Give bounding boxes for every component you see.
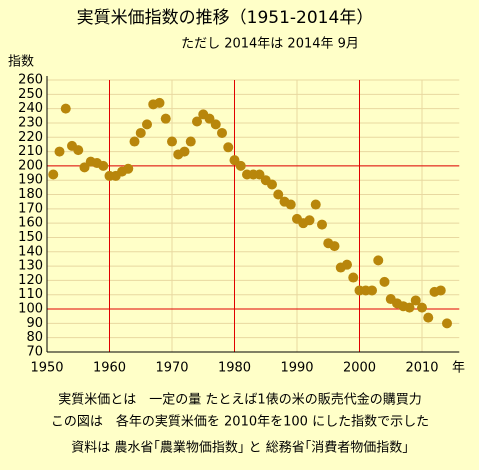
chart-title: 実質米価指数の推移（1951-2014年） [77, 8, 374, 28]
y-tick-label: 120 [18, 273, 43, 288]
y-tick-label: 150 [18, 230, 43, 245]
point [192, 116, 202, 127]
point [273, 189, 284, 200]
point [417, 302, 427, 313]
y-axis-label: 指数 [8, 55, 34, 70]
point [410, 295, 421, 306]
y-tick-label: 220 [18, 130, 43, 145]
x-tick-label: 2000 [343, 361, 376, 376]
point [442, 318, 452, 329]
point [167, 136, 177, 147]
y-tick-label: 160 [18, 216, 43, 231]
point [48, 169, 59, 180]
point [54, 146, 65, 157]
y-tick-label: 250 [18, 87, 43, 102]
point [123, 163, 134, 174]
point [160, 113, 171, 124]
point [285, 199, 296, 210]
point [342, 259, 352, 270]
point [404, 302, 415, 313]
subtitle: ただし 2014年は 2014年 9月 [181, 37, 359, 52]
point [154, 97, 165, 108]
y-tick-label: 70 [26, 345, 43, 360]
y-tick-label: 200 [18, 158, 43, 173]
point [142, 119, 152, 130]
point [329, 241, 340, 252]
point [210, 119, 221, 130]
point [60, 103, 71, 114]
y-tick-label: 240 [18, 101, 43, 116]
y-tick-label: 100 [18, 302, 43, 317]
y-tick-label: 180 [18, 187, 43, 202]
note: 実質米価とは 一定の量 たとえば1俵の米の販売代金の購買力 [58, 392, 421, 408]
x-tick-label: 2010 [405, 361, 438, 376]
point [98, 160, 109, 171]
x-tick-label: 1980 [218, 361, 251, 376]
y-tick-label: 170 [18, 201, 43, 216]
x-tick-label: 1960 [93, 361, 126, 376]
y-tick-label: 90 [26, 316, 43, 331]
point [317, 219, 327, 230]
point [185, 136, 196, 147]
point [129, 136, 140, 147]
y-tick-label: 260 [18, 73, 43, 88]
y-tick-label: 230 [18, 115, 43, 130]
point [235, 160, 246, 171]
point [348, 272, 359, 283]
x-tick-label: 1990 [280, 361, 313, 376]
point [135, 127, 146, 138]
x-axis-label: 年 [452, 361, 465, 376]
point [223, 142, 234, 153]
y-tick-label: 110 [18, 287, 43, 302]
y-tick-label: 190 [18, 173, 43, 188]
x-tick-label: 1970 [155, 361, 188, 376]
y-tick-label: 80 [26, 330, 43, 345]
point [217, 127, 227, 138]
y-tick-label: 140 [18, 244, 43, 259]
y-tick-label: 130 [18, 259, 43, 274]
note: この図は 各年の実質米価を 2010年を100 にした指数で示した [51, 414, 429, 430]
point [304, 215, 315, 226]
point [310, 199, 321, 210]
point [267, 179, 277, 190]
point [435, 285, 446, 296]
point [373, 255, 384, 266]
point [423, 312, 434, 323]
point [367, 285, 377, 296]
point [179, 146, 190, 157]
point [73, 145, 84, 156]
y-tick-label: 210 [18, 144, 43, 159]
x-tick-label: 1950 [30, 361, 63, 376]
point [379, 276, 390, 287]
note: 資料は 農水省｢農業物価指数｣ と 総務省｢消費者物価指数｣ [71, 440, 408, 456]
